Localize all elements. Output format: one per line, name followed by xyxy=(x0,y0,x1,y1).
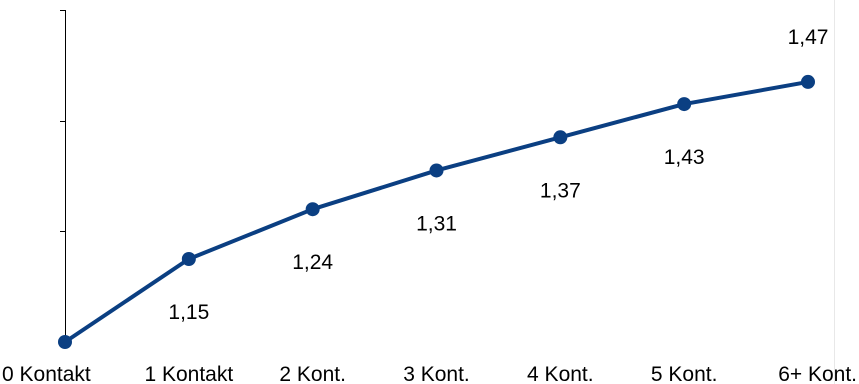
data-label-4: 1,37 xyxy=(540,179,581,202)
data-point-4 xyxy=(553,130,568,145)
x-tick-label-6: 6+ Kont. xyxy=(778,363,857,384)
x-tick-label-0: 0 Kontakt xyxy=(2,363,91,384)
x-tick-label-1: 1 Kontakt xyxy=(144,363,233,384)
data-point-0 xyxy=(58,335,72,349)
x-tick-label-2: 2 Kont. xyxy=(279,363,346,384)
data-point-3 xyxy=(429,163,444,178)
data-label-3: 1,31 xyxy=(416,212,457,235)
x-tick-label-4: 4 Kont. xyxy=(527,363,594,384)
data-point-6 xyxy=(801,74,815,89)
data-point-1 xyxy=(181,252,196,266)
y-axis xyxy=(60,10,66,343)
x-tick-label-3: 3 Kont. xyxy=(403,363,470,384)
data-label-1: 1,15 xyxy=(168,301,209,324)
data-label-6: 1,47 xyxy=(788,26,829,49)
data-point-2 xyxy=(305,202,320,217)
series-layer xyxy=(58,74,815,349)
data-label-layer: 1,15 1,24 1,31 1,37 1,43 1,47 xyxy=(168,26,828,324)
data-label-2: 1,24 xyxy=(292,251,333,274)
x-tick-label-5: 5 Kont. xyxy=(651,363,718,384)
data-label-5: 1,43 xyxy=(664,146,705,169)
x-axis-tick-labels: 0 Kontakt 1 Kontakt 2 Kont. 3 Kont. 4 Kont. 5… xyxy=(2,363,857,384)
data-point-5 xyxy=(677,97,692,112)
